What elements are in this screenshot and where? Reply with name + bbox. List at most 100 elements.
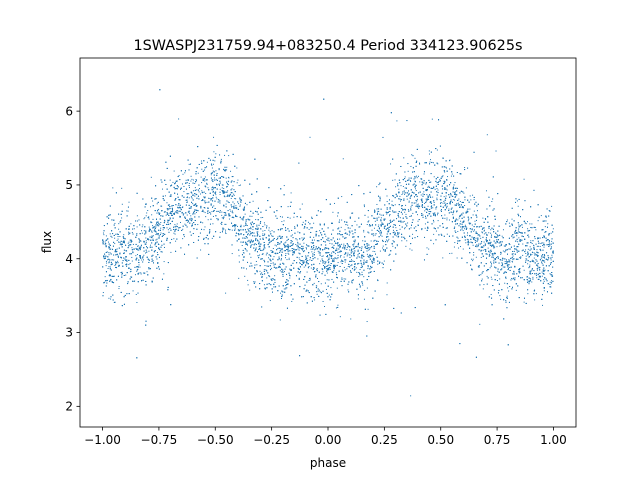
data-point: [366, 224, 368, 226]
data-point: [292, 254, 294, 256]
data-point: [298, 277, 300, 279]
data-point: [224, 191, 226, 193]
data-point: [371, 225, 373, 227]
data-point: [472, 258, 474, 260]
data-point: [246, 204, 248, 206]
data-point: [313, 239, 315, 241]
data-point: [380, 225, 382, 227]
data-point: [352, 260, 354, 262]
data-point: [143, 218, 145, 220]
data-point: [344, 229, 346, 231]
data-point: [166, 202, 168, 204]
data-point: [227, 190, 229, 192]
data-point: [410, 208, 412, 210]
data-point: [186, 214, 188, 216]
data-point: [282, 271, 284, 273]
data-point: [489, 254, 491, 256]
data-point: [141, 226, 143, 228]
data-point: [237, 179, 239, 181]
data-point: [414, 177, 416, 179]
data-point: [238, 185, 240, 187]
data-point: [353, 245, 355, 247]
data-point: [138, 264, 140, 266]
data-point: [125, 264, 127, 266]
data-point: [509, 261, 511, 263]
data-point: [273, 256, 275, 258]
data-point: [476, 226, 478, 228]
data-point: [260, 217, 262, 219]
data-point: [441, 185, 443, 187]
data-point: [437, 220, 439, 222]
data-point: [531, 259, 533, 261]
data-point: [129, 263, 131, 265]
data-point: [460, 246, 462, 248]
data-point: [137, 220, 139, 222]
data-point: [405, 204, 407, 206]
data-point: [138, 219, 140, 221]
data-point: [330, 239, 332, 241]
data-point: [297, 245, 299, 247]
data-point: [136, 215, 138, 217]
data-point: [135, 255, 137, 257]
data-point: [108, 297, 110, 299]
data-point: [322, 269, 324, 271]
data-point: [362, 240, 364, 242]
data-point: [429, 161, 431, 163]
data-point: [246, 242, 248, 244]
data-point: [212, 215, 214, 217]
data-point: [284, 242, 286, 244]
data-point: [481, 229, 483, 231]
data-point: [452, 186, 454, 188]
data-point: [146, 271, 148, 273]
data-point: [358, 275, 360, 277]
data-point: [244, 213, 246, 215]
data-point: [232, 185, 234, 187]
data-point: [305, 264, 307, 266]
data-point: [335, 272, 337, 274]
data-point: [391, 200, 393, 202]
data-point: [280, 292, 282, 294]
data-point: [496, 246, 498, 248]
data-point: [249, 289, 251, 291]
data-point: [508, 222, 510, 224]
data-point: [319, 230, 321, 232]
data-point: [143, 254, 145, 256]
data-point: [140, 240, 142, 242]
data-point: [464, 199, 466, 201]
data-point: [512, 278, 514, 280]
data-point: [474, 239, 476, 241]
data-point: [236, 182, 238, 184]
data-point: [167, 229, 169, 231]
data-point: [256, 224, 258, 226]
data-point: [236, 225, 238, 227]
data-point: [221, 224, 223, 225]
data-point: [117, 238, 119, 240]
data-point: [244, 275, 246, 277]
data-point: [192, 190, 194, 192]
data-point: [537, 263, 539, 265]
data-point: [521, 226, 523, 228]
data-point: [268, 234, 270, 236]
data-point: [415, 190, 417, 192]
data-point: [433, 202, 435, 204]
data-point: [483, 230, 485, 232]
data-point: [516, 200, 518, 202]
data-point: [494, 235, 496, 237]
data-point: [341, 243, 343, 245]
data-point: [193, 194, 195, 196]
data-point: [543, 279, 545, 281]
data-point: [501, 243, 503, 245]
data-point: [402, 209, 404, 211]
data-point: [185, 179, 187, 181]
data-point: [377, 208, 379, 210]
data-point: [518, 224, 520, 226]
data-point: [150, 221, 152, 223]
data-point: [265, 254, 267, 256]
data-point: [241, 245, 243, 247]
data-point: [394, 204, 396, 206]
data-point: [504, 261, 506, 263]
data-point: [297, 241, 299, 243]
data-point: [211, 211, 213, 213]
data-point: [194, 187, 196, 189]
data-point: [208, 197, 210, 199]
